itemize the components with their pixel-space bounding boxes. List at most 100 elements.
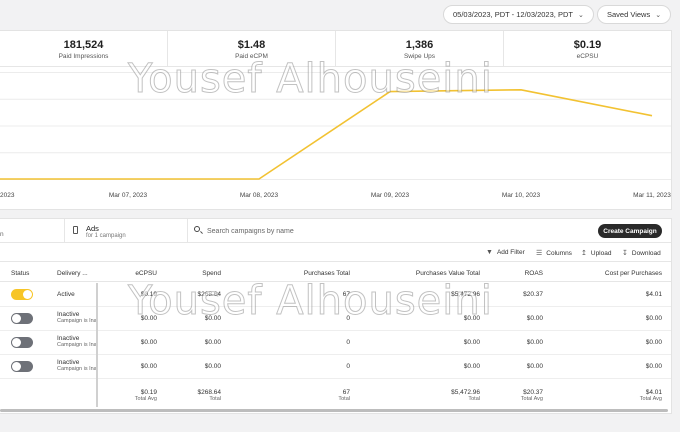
- status-toggle[interactable]: [11, 289, 33, 300]
- cell-roas: $0.00: [526, 339, 543, 346]
- cell-cpp: $0.00: [645, 315, 662, 322]
- upload-button[interactable]: ↥ Upload: [581, 249, 612, 258]
- cell-pvalue: $0.00: [463, 339, 480, 346]
- columns-label: Columns: [546, 249, 572, 257]
- frozen-column-divider[interactable]: [96, 283, 98, 407]
- table-row[interactable]: Active $0.19 $268.64 67 $5,472.96 $20.37 $4.01: [0, 283, 671, 307]
- cell-purchases: 67: [342, 291, 350, 298]
- total-roas: $20.37 Total Avg: [520, 389, 543, 402]
- chevron-down-icon: ⌄: [577, 11, 584, 19]
- cell-cpp: $0.00: [645, 363, 662, 370]
- total-ecpsu: $0.19 Total Avg: [134, 389, 157, 402]
- date-range-label: 05/03/2023, PDT - 12/03/2023, PDT: [453, 10, 573, 19]
- cell-cpp: $4.01: [645, 291, 662, 298]
- line-chart: 2023 Mar 07, 2023 Mar 08, 2023 Mar 09, 2023…: [0, 72, 671, 199]
- x-tick-label: Mar 10, 2023: [502, 192, 541, 199]
- date-range-picker[interactable]: 05/03/2023, PDT - 12/03/2023, PDT ⌄: [443, 5, 594, 24]
- saved-views-label: Saved Views: [607, 10, 651, 19]
- metric-paid-ecpm[interactable]: $1.48 Paid eCPM: [168, 31, 336, 66]
- horizontal-scrollbar[interactable]: [0, 409, 668, 412]
- col-spend[interactable]: Spend: [202, 270, 221, 277]
- cell-spend: $0.00: [204, 315, 221, 322]
- filter-icon: ▼: [486, 249, 493, 256]
- cell-ecpsu: $0.00: [140, 315, 157, 322]
- columns-button[interactable]: ☰ Columns: [536, 249, 572, 258]
- cell-ecpsu: $0.00: [140, 363, 157, 370]
- metric-label: Paid eCPM: [235, 53, 268, 60]
- performance-card: 181,524 Paid Impressions $1.48 Paid eCPM…: [0, 30, 672, 210]
- col-delivery[interactable]: Delivery ...: [57, 270, 88, 277]
- metric-paid-impressions[interactable]: 181,524 Paid Impressions: [0, 31, 168, 66]
- download-label: Download: [631, 249, 661, 257]
- cell-spend: $0.00: [204, 339, 221, 346]
- table-row[interactable]: Inactive Campaign is Ina $0.00 $0.00 0 $0.00 $…: [0, 355, 671, 379]
- metric-label: Paid Impressions: [58, 53, 109, 60]
- metric-value: $1.48: [237, 39, 266, 51]
- metric-value: 1,386: [405, 39, 434, 51]
- upload-label: Upload: [590, 249, 612, 257]
- table-row[interactable]: Inactive Campaign is Ina $0.00 $0.00 0 $0.00 $…: [0, 331, 671, 355]
- toggle-knob: [12, 362, 21, 371]
- metric-label: Swipe Ups: [403, 53, 436, 60]
- table-row[interactable]: Inactive Campaign is Ina $0.00 $0.00 0 $0.00 $…: [0, 307, 671, 331]
- total-cost-per-purchase: $4.01 Total Avg: [639, 389, 662, 402]
- cell-purchases: 0: [346, 339, 350, 346]
- col-purchases-value[interactable]: Purchases Value Total: [415, 270, 480, 277]
- toggle-knob: [12, 314, 21, 323]
- cell-roas: $0.00: [526, 315, 543, 322]
- metric-value: $0.19: [573, 39, 602, 51]
- ads-label: Ads: [86, 224, 99, 233]
- x-tick-label: Mar 08, 2023: [240, 192, 279, 199]
- columns-icon: ☰: [536, 250, 543, 257]
- total-spend: $268.64 Total: [197, 389, 222, 402]
- delivery-status: Inactive Campaign is Ina: [57, 335, 97, 348]
- table-header: Status Delivery ... eCPSU Spend Purchase…: [0, 262, 671, 282]
- cell-cpp: $0.00: [645, 339, 662, 346]
- download-button[interactable]: ↧ Download: [622, 249, 661, 258]
- status-toggle[interactable]: [11, 337, 33, 348]
- filter-row: n Ads for 1 campaign Create Campaign: [0, 219, 671, 243]
- status-toggle[interactable]: [11, 361, 33, 372]
- campaign-table-card: n Ads for 1 campaign Create Campaign ▼ A…: [0, 218, 672, 414]
- total-purchases: 67 Total: [338, 389, 350, 402]
- search-input[interactable]: [207, 225, 507, 237]
- search-icon: [194, 226, 200, 232]
- x-tick-label: Mar 09, 2023: [371, 192, 410, 199]
- metric-swipe-ups[interactable]: 1,386 Swipe Ups: [336, 31, 504, 66]
- cell-ecpsu: $0.00: [140, 339, 157, 346]
- top-bar: 05/03/2023, PDT - 12/03/2023, PDT ⌄ Save…: [0, 0, 680, 28]
- toggle-knob: [12, 338, 21, 347]
- delivery-status: Active: [57, 291, 75, 298]
- col-purchases[interactable]: Purchases Total: [303, 270, 350, 277]
- saved-views-dropdown[interactable]: Saved Views ⌄: [597, 5, 672, 24]
- ad-phone-icon: [73, 226, 78, 234]
- cell-roas: $0.00: [526, 363, 543, 370]
- download-icon: ↧: [622, 250, 628, 257]
- metrics-bar: 181,524 Paid Impressions $1.48 Paid eCPM…: [0, 31, 671, 67]
- total-purchases-value: $5,472.96 Total: [451, 389, 480, 402]
- x-tick-label: Mar 11, 2023: [633, 192, 671, 199]
- cell-pvalue: $0.00: [463, 363, 480, 370]
- create-campaign-button[interactable]: Create Campaign: [598, 224, 662, 238]
- col-roas[interactable]: ROAS: [524, 270, 543, 277]
- col-ecpsu[interactable]: eCPSU: [135, 270, 157, 277]
- cell-roas: $20.37: [523, 291, 543, 298]
- add-filter-button[interactable]: ▼ Add Filter: [486, 249, 525, 256]
- status-toggle[interactable]: [11, 313, 33, 324]
- series-line: [0, 88, 653, 180]
- ads-sub-label: for 1 campaign: [86, 233, 126, 239]
- metric-ecpsu[interactable]: $0.19 eCPSU: [504, 31, 671, 66]
- col-cost-per-purchase[interactable]: Cost per Purchases: [604, 270, 662, 277]
- chevron-down-icon: ⌄: [655, 11, 662, 19]
- delivery-status: Inactive Campaign is Ina: [57, 359, 97, 372]
- upload-icon: ↥: [581, 250, 587, 257]
- metric-label: eCPSU: [576, 53, 599, 60]
- x-tick-label: Mar 07, 2023: [109, 192, 148, 199]
- col-status[interactable]: Status: [11, 270, 30, 277]
- cell-pvalue: $5,472.96: [451, 291, 480, 298]
- ads-level-selector[interactable]: Ads for 1 campaign: [64, 219, 188, 243]
- table-toolbar: ▼ Add Filter ☰ Columns ↥ Upload ↧ Downlo…: [0, 243, 671, 262]
- metric-value: 181,524: [63, 39, 104, 51]
- cell-ecpsu: $0.19: [140, 291, 157, 298]
- cell-spend: $0.00: [204, 363, 221, 370]
